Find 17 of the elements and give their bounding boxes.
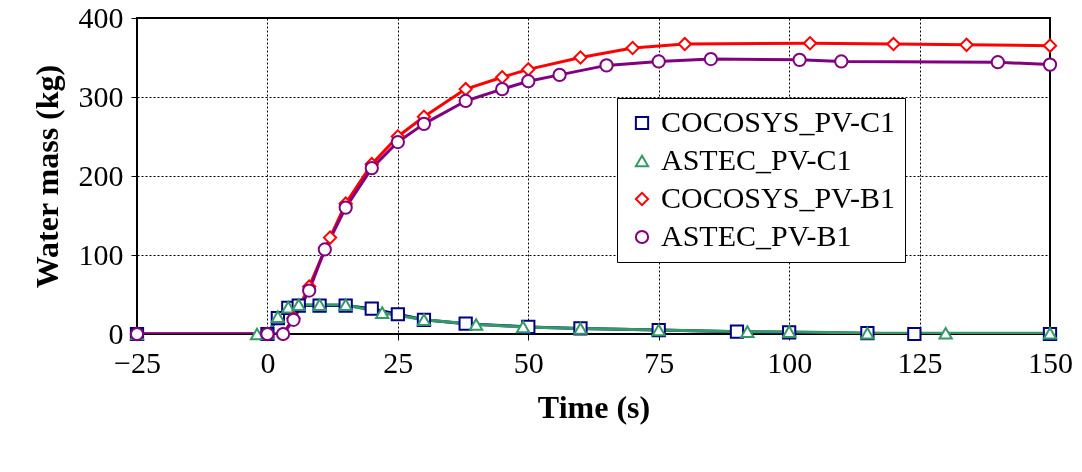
y-tick-label: 100 [78, 237, 124, 271]
legend-label: COCOSYS_PV-B1 [661, 181, 895, 214]
y-tick-label: 300 [78, 79, 124, 113]
x-tick-label: 25 [383, 345, 414, 379]
x-tick-label: 100 [767, 345, 813, 379]
x-tick-label: 0 [260, 345, 276, 379]
x-tick-label: 150 [1028, 345, 1073, 379]
legend-label: ASTEC_PV-B1 [661, 219, 852, 252]
legend-label: ASTEC_PV-C1 [661, 143, 852, 176]
y-axis-title: Water mass (kg) [28, 64, 65, 289]
y-tick-label: 200 [78, 158, 124, 192]
x-tick-label: 75 [644, 345, 675, 379]
x-tick-label: 125 [897, 345, 943, 379]
x-tick-label: 50 [513, 345, 544, 379]
x-axis-title: Time (s) [537, 388, 651, 425]
legend-label: COCOSYS_PV-C1 [661, 105, 895, 138]
y-tick-label: 400 [78, 0, 124, 34]
